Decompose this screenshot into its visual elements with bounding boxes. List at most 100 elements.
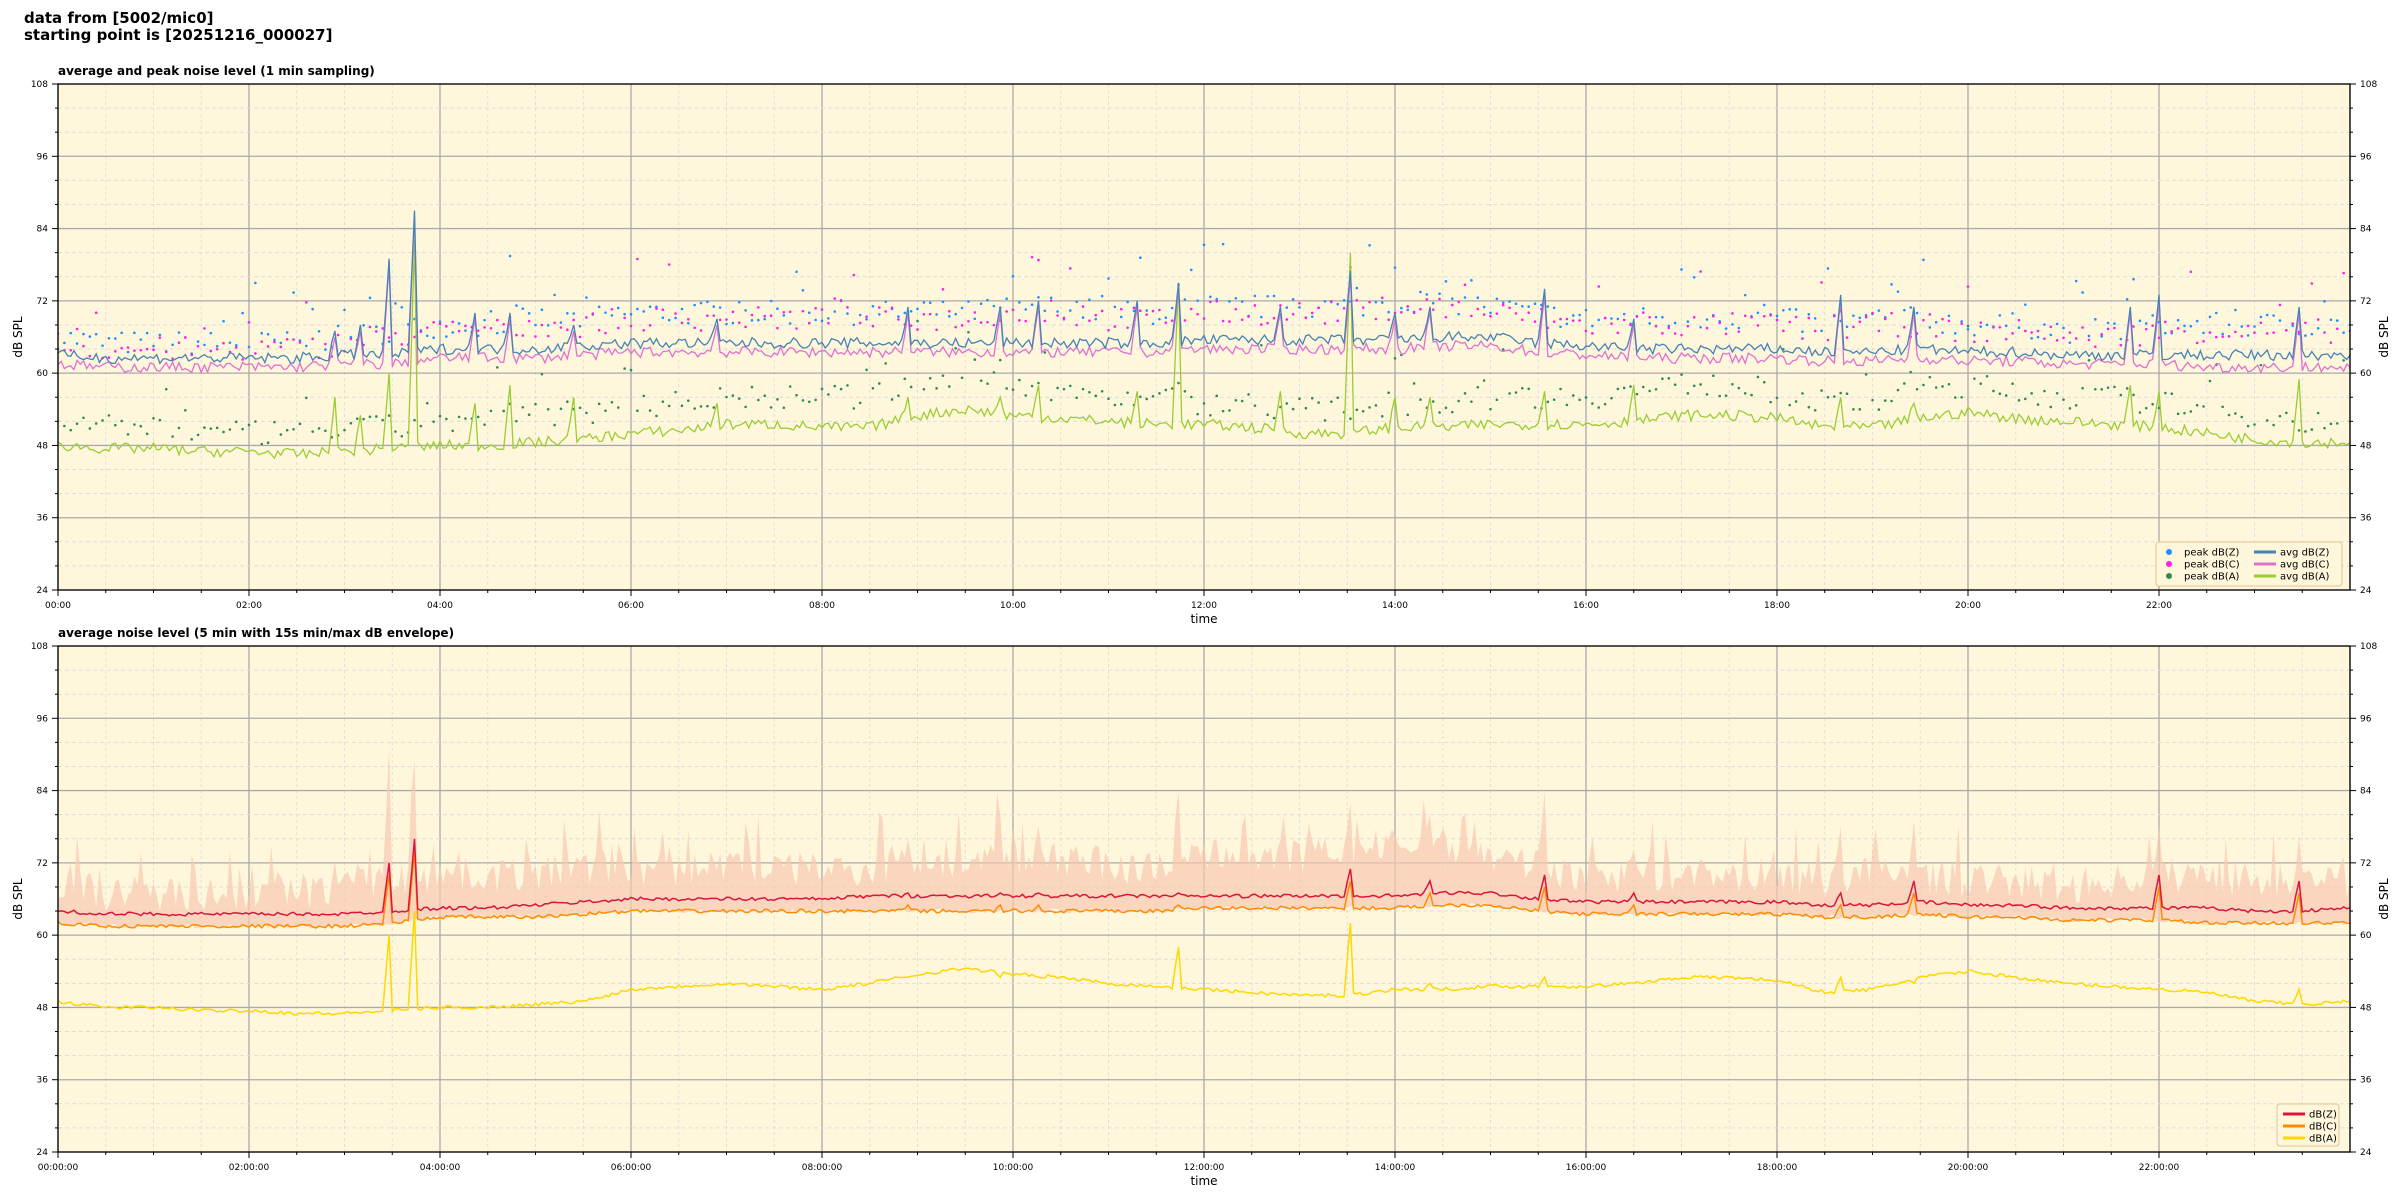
peak-point <box>1775 318 1779 322</box>
peak-point <box>2246 324 2250 328</box>
peak-point <box>1673 383 1677 387</box>
peak-point <box>1489 314 1492 318</box>
peak-point <box>1126 326 1129 329</box>
peak-point <box>916 307 919 311</box>
peak-point <box>2195 403 2199 407</box>
peak-point <box>636 307 639 311</box>
peak-point <box>1260 315 1263 319</box>
peak-point <box>94 311 98 315</box>
peak-point <box>1368 243 1371 247</box>
peak-point <box>1788 320 1792 324</box>
peak-point <box>1431 301 1435 305</box>
peak-point <box>1501 348 1505 351</box>
peak-point <box>884 310 887 313</box>
peak-point <box>203 426 206 429</box>
y-tick-label-right: 48 <box>2360 441 2372 451</box>
peak-point <box>266 332 270 336</box>
peak-point <box>1667 326 1671 330</box>
peak-point <box>1018 378 1021 382</box>
peak-point <box>1444 280 1448 283</box>
peak-point <box>2030 331 2033 334</box>
peak-point <box>88 354 92 358</box>
peak-point <box>591 312 595 315</box>
peak-point <box>1673 321 1677 325</box>
peak-point <box>1119 307 1123 311</box>
peak-point <box>960 376 964 380</box>
peak-point <box>1011 388 1015 391</box>
peak-point <box>349 421 353 425</box>
peak-point <box>2304 321 2307 325</box>
peak-point <box>648 324 652 327</box>
peak-point <box>2246 334 2250 337</box>
peak-point <box>254 352 257 355</box>
peak-point <box>1622 312 1626 316</box>
x-tick-label: 06:00 <box>618 601 644 611</box>
peak-point <box>1903 325 1906 329</box>
peak-point <box>2342 331 2345 334</box>
peak-point <box>1317 306 1320 310</box>
peak-point <box>1298 302 1301 305</box>
chart-title: average noise level (5 min with 15s min/… <box>58 626 454 640</box>
peak-point <box>1858 408 1862 411</box>
peak-point <box>833 384 837 388</box>
peak-point <box>489 327 493 330</box>
peak-point <box>1686 392 1690 395</box>
peak-point <box>1189 307 1193 311</box>
peak-point <box>1922 258 1925 262</box>
peak-point <box>1998 325 2002 329</box>
peak-point <box>2074 404 2078 407</box>
peak-point <box>986 382 989 385</box>
peak-point <box>1896 388 1900 392</box>
peak-point <box>1030 255 1034 259</box>
peak-point <box>1985 323 1989 327</box>
peak-point <box>82 344 85 348</box>
peak-point <box>2278 414 2282 418</box>
peak-point <box>1527 311 1530 315</box>
peak-point <box>260 331 264 335</box>
x-tick-label: 22:00:00 <box>2139 1163 2180 1173</box>
peak-point <box>1164 321 1168 324</box>
peak-point <box>2335 319 2339 322</box>
peak-point <box>1158 392 1161 395</box>
peak-point <box>597 402 601 406</box>
peak-point <box>2011 332 2014 335</box>
peak-point <box>145 347 149 351</box>
peak-point <box>279 341 283 345</box>
peak-point <box>1731 323 1734 326</box>
peak-point <box>1088 298 1091 302</box>
peak-point <box>1158 317 1161 321</box>
peak-point <box>1890 311 1893 315</box>
peak-point <box>693 407 696 410</box>
peak-point <box>737 300 741 304</box>
peak-point <box>546 324 550 327</box>
legend-label: avg dB(A) <box>2280 572 2330 583</box>
peak-point <box>1170 319 1174 322</box>
peak-point <box>234 343 238 347</box>
peak-point <box>107 414 111 417</box>
peak-point <box>496 318 499 322</box>
peak-point <box>1463 392 1467 395</box>
peak-point <box>553 423 556 427</box>
peak-point <box>215 344 219 348</box>
peak-point <box>1323 322 1327 325</box>
peak-point <box>1833 313 1836 317</box>
peak-point <box>362 417 365 421</box>
peak-point <box>1673 332 1677 335</box>
peak-point <box>757 318 760 322</box>
peak-point <box>279 345 283 349</box>
peak-point <box>718 318 722 322</box>
peak-point <box>1126 300 1129 304</box>
peak-point <box>2074 337 2078 340</box>
peak-point <box>1508 306 1511 310</box>
peak-point <box>1183 319 1187 322</box>
peak-point <box>1234 307 1238 311</box>
peak-point <box>2113 322 2116 325</box>
peak-point <box>1762 303 1766 307</box>
peak-point <box>546 334 550 338</box>
peak-point <box>1960 395 1963 399</box>
peak-point <box>585 411 588 415</box>
peak-point <box>827 321 830 325</box>
peak-point <box>1183 390 1187 393</box>
peak-point <box>1699 383 1702 386</box>
peak-point <box>763 394 766 397</box>
